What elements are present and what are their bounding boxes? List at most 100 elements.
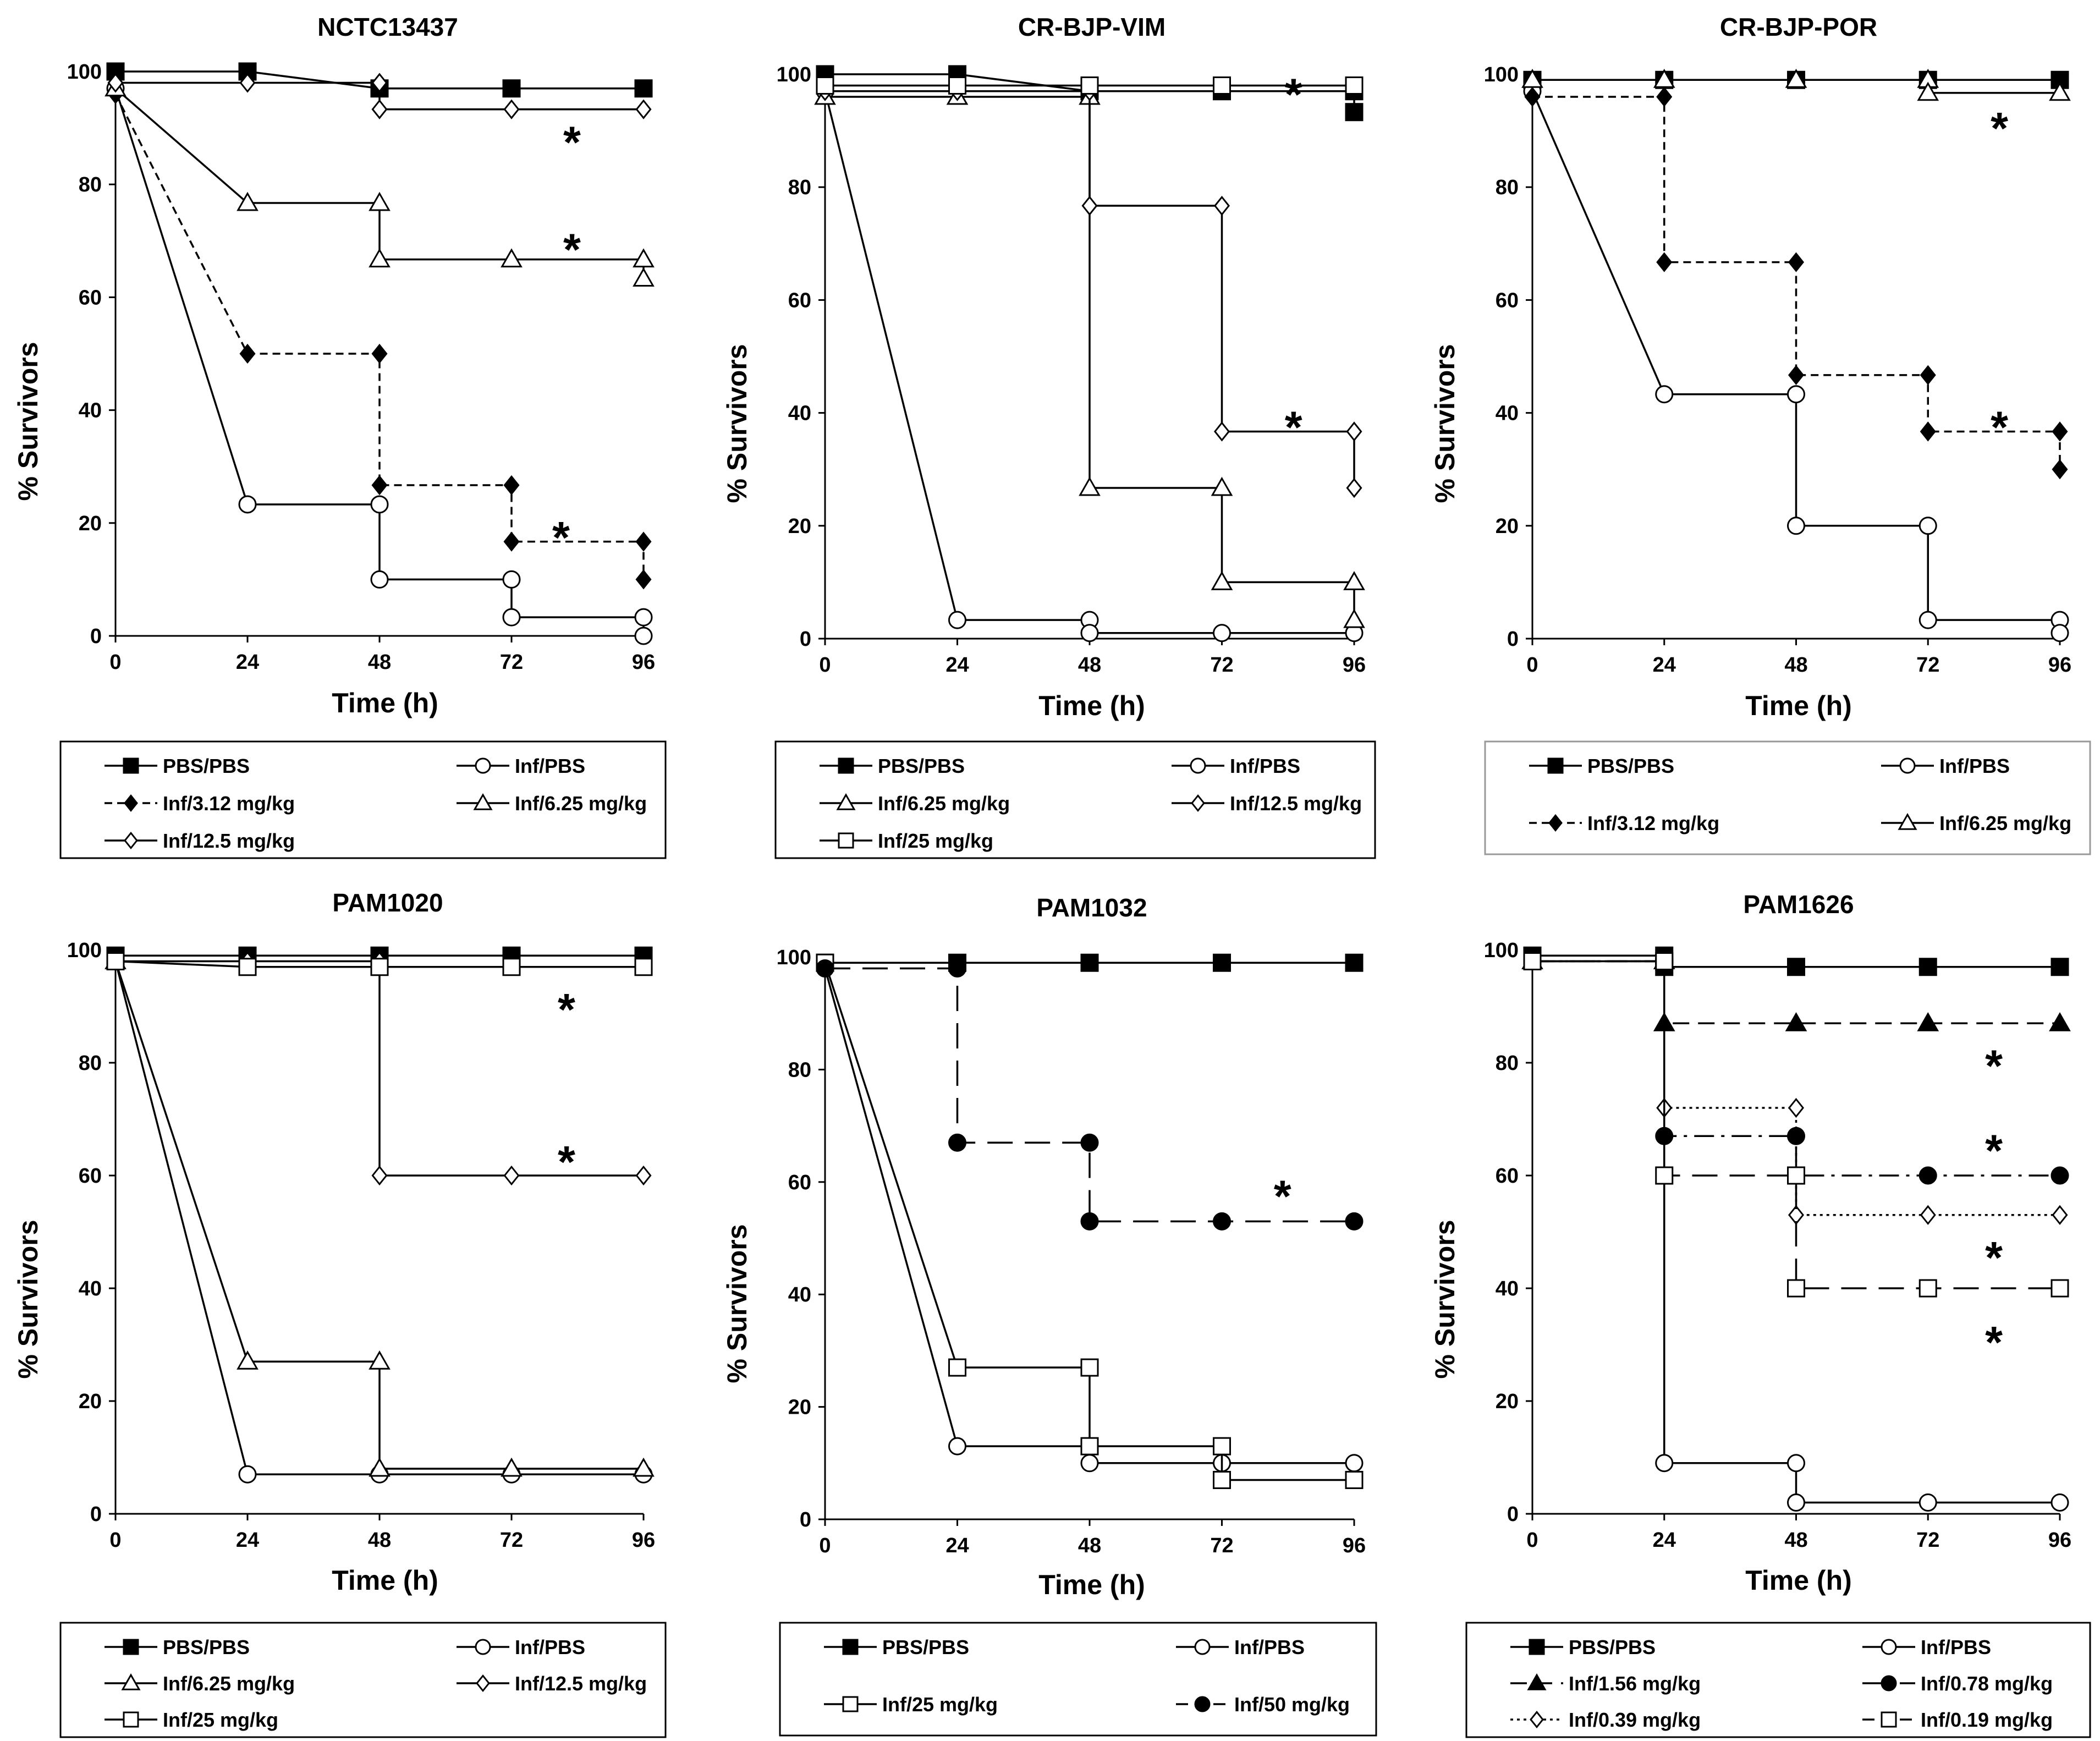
legend-entry: Inf/PBS — [1862, 1636, 1991, 1658]
marker-diamond — [635, 99, 652, 119]
marker-triangle — [369, 1350, 391, 1370]
significance-star: * — [1991, 103, 2008, 153]
marker-triangle — [633, 248, 655, 268]
marker-diamond — [1530, 1710, 1544, 1729]
marker-triangle — [1343, 608, 1365, 628]
marker-diamond — [503, 99, 520, 119]
marker-triangle — [1343, 571, 1365, 590]
marker-diamond — [107, 73, 124, 93]
marker-circle — [2050, 624, 2069, 642]
marker-square — [1345, 76, 1364, 95]
marker-square — [634, 958, 653, 976]
marker-square — [1080, 76, 1099, 95]
legend-entry: PBS/PBS — [105, 1636, 250, 1658]
legend-box — [774, 740, 1376, 859]
y-tick-label: 0 — [800, 1508, 811, 1531]
y-tick-label: 40 — [79, 1277, 102, 1300]
chart-title: NCTC13437 — [317, 13, 458, 41]
marker-circle — [1194, 1696, 1211, 1712]
legend-entry: Inf/0.39 mg/kg — [1510, 1709, 1701, 1731]
x-tick-label: 72 — [500, 1529, 523, 1552]
legend-box — [59, 1622, 667, 1738]
x-axis-label: Time (h) — [1038, 690, 1145, 721]
marker-diamond — [124, 794, 138, 812]
marker-diamond — [239, 343, 256, 364]
x-tick-label: 72 — [500, 651, 523, 674]
marker-square — [1213, 1437, 1231, 1456]
marker-square — [370, 958, 389, 976]
marker-circle — [2050, 1166, 2069, 1185]
marker-circle — [1345, 1212, 1364, 1231]
chart-title: PAM1020 — [332, 888, 443, 917]
marker-diamond — [1191, 794, 1205, 812]
legend-entry: Inf/50 mg/kg — [1176, 1693, 1350, 1716]
marker-square — [948, 76, 966, 95]
legend-box — [59, 740, 667, 859]
panel-pam1626: PAM1626 Time (h) % Survivors 0 24 48 72 96 0 2… — [1430, 890, 2091, 1738]
marker-diamond — [1524, 86, 1541, 107]
legend-label: Inf/PBS — [1230, 755, 1300, 777]
legend-label: Inf/12.5 mg/kg — [515, 1672, 647, 1695]
panel-cr-bjp-por: CR-BJP-POR Time (h) % Survivors 0 24 48 72 9… — [1430, 13, 2091, 855]
legend-label: Inf/25 mg/kg — [878, 830, 993, 852]
panel-cr-bjp-vim: CR-BJP-VIM Time (h) % Survivors 0 24 48 72 9… — [722, 13, 1376, 859]
tick-labels: 0 24 48 72 96 0 20 40 60 80 100 — [1484, 63, 2072, 677]
marker-circle — [1787, 517, 1805, 535]
marker-square — [838, 832, 854, 849]
legend-entry: Inf/12.5 mg/kg — [1172, 792, 1362, 815]
marker-diamond — [476, 1674, 490, 1693]
marker-circle — [1881, 1675, 1897, 1691]
y-tick-label: 0 — [90, 1503, 102, 1526]
panel-nctc13437: NCTC13437 Time (h) % Survivors 0 24 48 72 96… — [13, 13, 667, 859]
series-inf-0-39-mg-kg — [1524, 951, 2068, 1225]
legend: PBS/PBS Inf/PBS Inf/6.25 mg/kg Inf/12.5 mg/… — [774, 740, 1376, 859]
legend-entry: PBS/PBS — [824, 1636, 969, 1658]
y-tick-label: 80 — [1496, 1052, 1519, 1075]
marker-circle — [1080, 1454, 1099, 1473]
plot-area: * * * — [105, 62, 655, 645]
legend-label: Inf/6.25 mg/kg — [163, 1672, 295, 1695]
marker-diamond — [635, 531, 652, 552]
x-tick-label: 24 — [945, 1534, 969, 1557]
marker-circle — [370, 570, 389, 589]
legend-box — [1465, 1622, 2091, 1738]
series-line — [1532, 960, 2060, 1024]
marker-triangle — [237, 1350, 259, 1370]
x-axis-label: Time (h) — [1745, 1565, 1852, 1596]
legend-label: Inf/PBS — [1939, 755, 2010, 777]
marker-square — [1881, 1711, 1897, 1728]
marker-triangle — [369, 1457, 391, 1477]
marker-circle — [1655, 1454, 1674, 1473]
significance-star: * — [1985, 1126, 2003, 1176]
y-tick-label: 80 — [1496, 176, 1519, 199]
series-inf-25-mg-kg — [816, 76, 1364, 95]
marker-diamond — [371, 343, 388, 364]
tick-labels: 0 24 48 72 96 0 20 40 60 80 100 — [67, 939, 656, 1552]
legend-entry: Inf/6.25 mg/kg — [1881, 812, 2071, 834]
significance-star: * — [1274, 1172, 1291, 1222]
plot-area: ** — [105, 946, 655, 1520]
legend: PBS/PBS Inf/PBS Inf/3.12 mg/kg Inf/6.25 mg/… — [59, 740, 667, 859]
legend: PBS/PBS Inf/PBS Inf/1.56 mg/kg Inf/0.78 mg/… — [1465, 1622, 2091, 1738]
marker-circle — [475, 757, 491, 774]
legend-entry: Inf/0.19 mg/kg — [1862, 1709, 2053, 1731]
legend-entry: Inf/1.56 mg/kg — [1510, 1672, 1701, 1695]
marker-triangle — [501, 1457, 523, 1477]
x-tick-label: 48 — [1784, 653, 1807, 677]
marker-square — [2050, 1279, 2069, 1298]
legend-entry: Inf/12.5 mg/kg — [457, 1672, 647, 1695]
x-axis-label: Time (h) — [332, 688, 438, 718]
marker-diamond — [1213, 421, 1230, 442]
y-axis-label: % Survivors — [722, 344, 752, 503]
marker-triangle — [1785, 68, 1807, 88]
legend-label: PBS/PBS — [882, 1636, 969, 1658]
marker-diamond — [1788, 1097, 1805, 1118]
marker-diamond — [503, 531, 520, 552]
significance-star: * — [1985, 1233, 2003, 1283]
y-tick-label: 60 — [1496, 289, 1519, 312]
significance-star: * — [1991, 403, 2008, 453]
marker-circle — [1918, 1166, 1937, 1185]
series-line — [825, 90, 1355, 488]
marker-triangle — [369, 248, 391, 268]
marker-triangle — [2049, 1012, 2071, 1031]
